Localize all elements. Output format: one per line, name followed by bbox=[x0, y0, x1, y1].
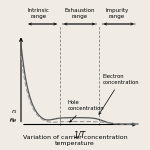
Text: Intrinsic
range: Intrinsic range bbox=[28, 8, 50, 19]
Text: $n_d$: $n_d$ bbox=[9, 117, 18, 125]
Text: 1/T: 1/T bbox=[74, 130, 86, 140]
Text: Impurity
range: Impurity range bbox=[105, 8, 129, 19]
Text: Variation of carrier concentration
temperature: Variation of carrier concentration tempe… bbox=[23, 135, 127, 146]
Text: Electron
concentration: Electron concentration bbox=[99, 74, 140, 114]
Text: Exhaustion
range: Exhaustion range bbox=[64, 8, 95, 19]
Text: Hole
concentration: Hole concentration bbox=[68, 100, 104, 122]
Text: $n_i$: $n_i$ bbox=[11, 108, 18, 116]
Text: $n_p$: $n_p$ bbox=[9, 117, 18, 126]
